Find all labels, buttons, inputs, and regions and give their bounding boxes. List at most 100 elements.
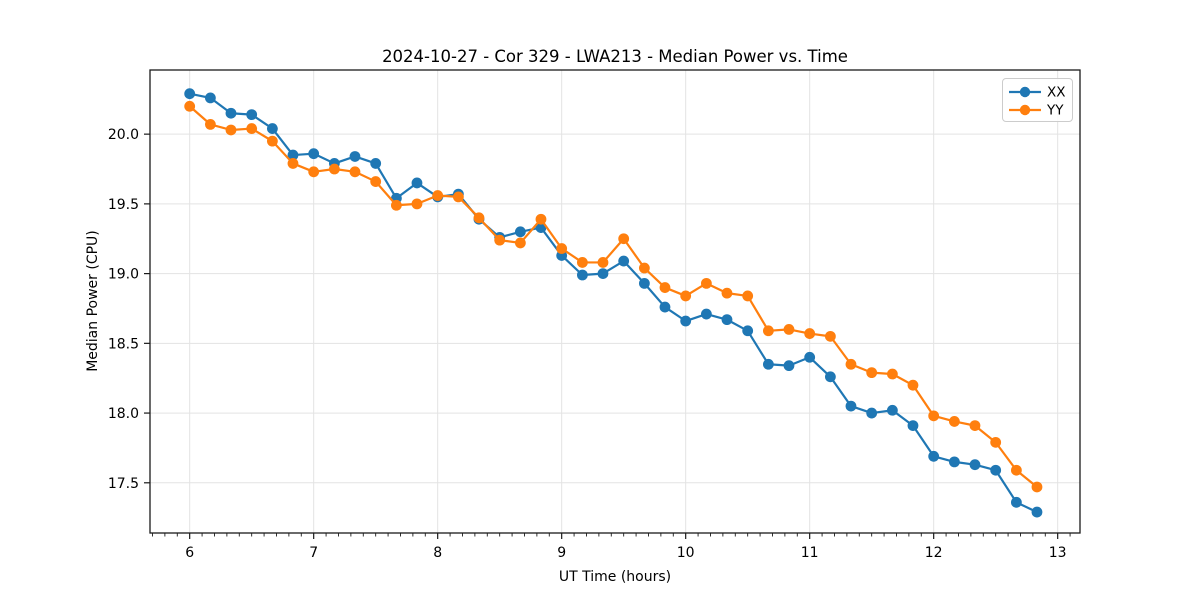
y-tick-label: 17.5: [108, 476, 139, 492]
data-point-xx: [1031, 506, 1043, 518]
data-point-xx: [266, 123, 278, 134]
data-point-xx: [659, 301, 671, 313]
data-point-xx: [204, 92, 216, 104]
data-point-xx: [680, 315, 692, 327]
data-point-yy: [184, 100, 196, 112]
chart-title: 2024-10-27 - Cor 329 - LWA213 - Median P…: [382, 47, 848, 66]
series-layer: [184, 88, 1043, 518]
x-tick-label: 7: [309, 545, 318, 561]
data-point-xx: [721, 314, 733, 326]
data-point-xx: [845, 400, 857, 412]
data-point-yy: [886, 368, 898, 380]
data-point-xx: [886, 404, 898, 416]
data-point-xx: [184, 88, 196, 100]
data-point-xx: [225, 107, 237, 119]
x-tick-label: 12: [925, 545, 943, 561]
x-axis-label: UT Time (hours): [559, 569, 671, 585]
data-point-yy: [308, 166, 320, 178]
y-tick-label: 18.5: [108, 336, 139, 352]
x-tick-label: 6: [185, 545, 194, 561]
data-point-yy: [907, 379, 919, 391]
data-point-xx: [514, 226, 526, 238]
data-point-xx: [700, 308, 712, 320]
data-point-xx: [576, 269, 588, 281]
data-point-xx: [824, 371, 836, 383]
data-point-yy: [514, 237, 526, 249]
data-point-yy: [432, 190, 444, 201]
data-point-yy: [411, 198, 423, 210]
x-tick-label: 8: [433, 545, 442, 561]
y-tick-label: 18.0: [108, 406, 139, 422]
data-point-yy: [928, 410, 940, 422]
data-point-yy: [969, 420, 981, 432]
data-point-xx: [411, 177, 423, 189]
data-point-yy: [370, 176, 382, 187]
y-tick-label: 19.5: [108, 197, 139, 213]
data-point-yy: [990, 436, 1002, 448]
data-point-yy: [804, 328, 816, 339]
legend-marker-yy: [1019, 104, 1031, 116]
data-point-yy: [1010, 464, 1022, 476]
data-point-yy: [742, 290, 754, 302]
data-point-yy: [535, 213, 547, 225]
data-point-yy: [948, 416, 960, 427]
plot-border: [149, 69, 1081, 534]
legend-label-xx: XX: [1047, 85, 1066, 101]
axis-layer: 6 7 8 9 10 11 12 13 17.5 18.0 18.5 19.0 19.5 20.0: [108, 69, 1081, 561]
data-point-xx: [804, 351, 816, 363]
y-tick-label: 20.0: [108, 127, 139, 143]
data-point-xx: [1010, 496, 1022, 508]
data-point-yy: [680, 290, 692, 302]
legend-label-yy: YY: [1046, 103, 1064, 119]
data-point-xx: [370, 158, 382, 169]
data-point-xx: [349, 151, 361, 162]
data-point-yy: [1031, 481, 1043, 493]
data-point-xx: [969, 459, 981, 471]
data-point-yy: [762, 325, 774, 337]
legend-marker-xx: [1019, 86, 1031, 98]
x-tick-label: 9: [557, 545, 566, 561]
data-point-yy: [618, 233, 630, 245]
data-point-yy: [390, 199, 402, 211]
data-point-xx: [308, 148, 320, 160]
data-point-yy: [494, 234, 506, 246]
data-point-xx: [762, 358, 774, 370]
data-point-yy: [328, 163, 340, 175]
data-point-yy: [866, 367, 878, 379]
data-point-yy: [473, 212, 485, 224]
x-tick-label: 11: [801, 545, 819, 561]
data-point-xx: [928, 450, 940, 462]
data-point-yy: [349, 166, 361, 178]
data-point-yy: [246, 123, 258, 134]
x-tick-label: 13: [1049, 545, 1067, 561]
data-point-yy: [266, 135, 278, 147]
data-point-yy: [783, 323, 795, 335]
data-point-yy: [287, 158, 299, 169]
data-point-yy: [576, 257, 588, 268]
data-point-xx: [742, 325, 754, 337]
y-tick-label: 19.0: [108, 267, 139, 283]
data-point-yy: [845, 358, 857, 370]
data-point-yy: [824, 330, 836, 342]
data-point-xx: [287, 149, 299, 161]
data-point-xx: [246, 109, 258, 121]
data-point-xx: [866, 407, 878, 419]
legend: XX YY: [1002, 78, 1073, 122]
data-point-xx: [783, 360, 795, 372]
data-point-yy: [721, 287, 733, 299]
y-axis-label: Median Power (CPU): [85, 230, 101, 372]
data-point-xx: [597, 268, 609, 280]
grid-layer: [150, 70, 1080, 533]
data-point-yy: [700, 277, 712, 289]
data-point-xx: [948, 456, 960, 468]
data-point-yy: [597, 257, 609, 268]
data-point-yy: [638, 262, 650, 274]
data-point-xx: [907, 420, 919, 432]
data-point-xx: [618, 255, 630, 267]
data-point-yy: [225, 124, 237, 136]
x-tick-label: 10: [677, 545, 695, 561]
data-point-xx: [990, 464, 1002, 476]
data-point-yy: [556, 243, 568, 254]
data-point-yy: [659, 282, 671, 293]
